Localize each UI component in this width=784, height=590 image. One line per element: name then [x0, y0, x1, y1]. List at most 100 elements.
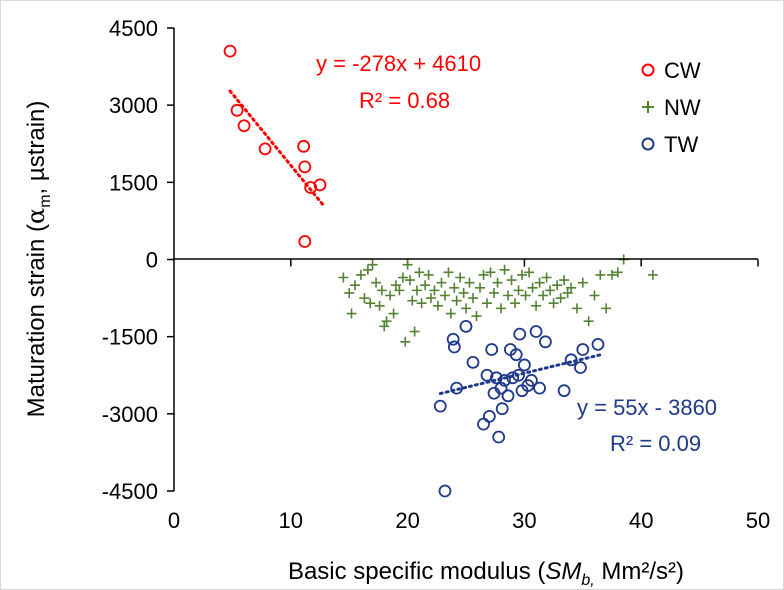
- data-point-nw: [451, 295, 462, 306]
- data-point-nw: [429, 285, 440, 296]
- data-point-nw: [499, 264, 510, 275]
- data-point-nw: [346, 308, 357, 319]
- data-point-nw: [520, 290, 531, 301]
- data-point-nw: [548, 298, 559, 309]
- data-point-tw: [512, 368, 525, 382]
- trendline-tw: [438, 353, 602, 396]
- data-point-nw: [527, 282, 538, 293]
- data-point-nw: [559, 275, 570, 286]
- data-point-nw: [562, 287, 573, 298]
- data-point-tw: [446, 332, 460, 346]
- data-point-nw: [577, 277, 588, 288]
- x-tick-label: 20: [395, 508, 419, 533]
- x-tick-label: 30: [512, 508, 536, 533]
- data-point-nw: [595, 269, 606, 280]
- data-point-tw: [494, 381, 508, 395]
- data-point-nw: [379, 321, 390, 332]
- data-point-nw: [423, 269, 434, 280]
- data-point-tw: [539, 335, 552, 349]
- y-tick-label: 0: [146, 248, 158, 273]
- data-point-tw: [450, 381, 464, 395]
- data-point-nw: [506, 275, 517, 286]
- data-point-tw: [459, 319, 473, 333]
- y-tick-label: -3000: [102, 402, 158, 427]
- data-point-nw: [607, 269, 617, 280]
- data-point-tw: [533, 381, 546, 395]
- data-point-nw: [455, 272, 466, 283]
- data-point-nw: [492, 277, 503, 288]
- data-point-nw: [458, 287, 469, 298]
- legend-label-cw: CW: [664, 58, 701, 83]
- data-point-nw: [612, 267, 623, 278]
- data-point-tw: [485, 343, 499, 356]
- data-point-nw: [371, 277, 382, 288]
- data-point-tw: [477, 417, 490, 431]
- series-tw: [433, 319, 605, 498]
- data-point-nw: [449, 282, 460, 293]
- data-point-tw: [557, 384, 571, 398]
- data-point-nw: [503, 290, 514, 301]
- data-point-nw: [489, 287, 500, 298]
- data-point-nw: [461, 303, 471, 314]
- data-point-nw: [425, 293, 436, 304]
- data-point-nw: [496, 303, 507, 314]
- cw-r2: R² = 0.68: [359, 88, 450, 113]
- x-tick-label: 10: [279, 508, 303, 533]
- data-point-tw: [509, 348, 523, 362]
- data-point-cw: [313, 178, 327, 192]
- data-point-nw: [416, 298, 427, 309]
- y-tick-label: 3000: [109, 93, 158, 118]
- legend-marker-tw: [641, 137, 655, 151]
- data-point-nw: [510, 298, 521, 309]
- data-point-nw: [485, 267, 496, 278]
- series-nw: [338, 254, 658, 347]
- tick-layer: 0 10 20 30 40 50 4500 3000 1500 0 -1500 -3000 -4500: [102, 16, 771, 533]
- data-point-nw: [390, 280, 401, 291]
- data-point-tw: [498, 373, 511, 387]
- trendline-layer: [228, 89, 602, 396]
- data-point-nw: [571, 303, 582, 314]
- y-axis-title: Maturation strain (αm, µstrain): [22, 101, 54, 418]
- data-point-nw: [420, 280, 431, 291]
- x-axis-title: Basic specific modulus (SMb, Mm²/s²): [288, 558, 684, 589]
- cw-equation: y = -278x + 4610: [316, 51, 481, 76]
- legend-marker-cw: [641, 63, 655, 77]
- data-point-nw: [524, 267, 535, 278]
- data-point-nw: [541, 272, 552, 283]
- legend-label-tw: TW: [664, 132, 698, 157]
- data-point-nw: [388, 308, 399, 319]
- data-point-nw: [478, 269, 489, 280]
- data-point-nw: [365, 298, 376, 309]
- data-point-cw: [230, 103, 244, 117]
- data-point-tw: [591, 337, 605, 351]
- data-point-nw: [436, 277, 447, 288]
- data-point-nw: [409, 326, 420, 337]
- data-point-nw: [407, 295, 418, 306]
- data-point-tw: [466, 355, 480, 369]
- data-point-tw: [564, 353, 578, 367]
- legend-label-nw: NW: [664, 95, 701, 120]
- x-tick-label: 50: [746, 508, 770, 533]
- data-point-nw: [552, 280, 563, 291]
- data-point-nw: [647, 269, 658, 280]
- data-point-nw: [443, 267, 454, 278]
- data-point-nw: [404, 275, 415, 286]
- data-point-nw: [545, 285, 556, 296]
- data-point-nw: [534, 277, 545, 288]
- data-point-nw: [468, 293, 479, 304]
- data-point-nw: [402, 259, 413, 270]
- data-point-cw: [297, 139, 311, 153]
- y-tick-label: -1500: [102, 325, 158, 350]
- data-point-tw: [525, 373, 538, 387]
- y-tick-label: 1500: [109, 170, 158, 195]
- data-point-nw: [589, 290, 600, 301]
- data-point-nw: [355, 269, 366, 280]
- data-point-nw: [414, 267, 425, 278]
- data-point-cw: [258, 142, 272, 156]
- data-point-nw: [338, 272, 349, 283]
- data-point-nw: [475, 282, 486, 293]
- data-point-nw: [445, 308, 456, 319]
- data-point-nw: [583, 316, 594, 327]
- y-tick-label: -4500: [102, 479, 158, 504]
